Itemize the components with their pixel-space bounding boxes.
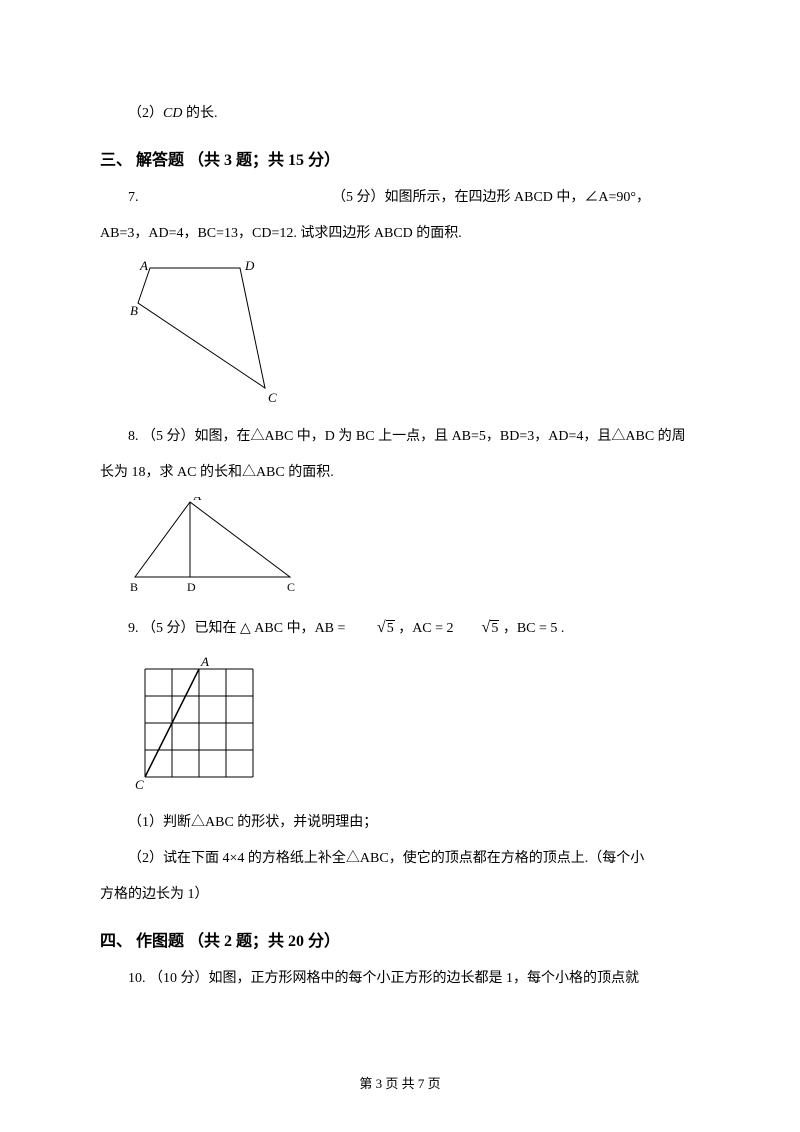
q10-points: （10 分） [149, 971, 209, 986]
q8-svg: A B D C [130, 497, 310, 597]
section-4-heading: 四、 作图题 （共 2 题；共 20 分） [100, 927, 700, 951]
q8-label-c: C [287, 580, 295, 594]
q8-line1: 8. （5 分）如图，在△ABC 中，D 为 BC 上一点，且 AB=5，BD=… [100, 423, 700, 451]
q8-figure: A B D C [130, 497, 700, 602]
q9-ab-label: AB = [315, 621, 349, 636]
svg-text:A: A [200, 654, 209, 669]
q8-label-a: A [193, 497, 202, 503]
q8-label-b: B [130, 580, 138, 594]
q8-text1: 如图，在△ABC 中，D 为 BC 上一点，且 AB=5，BD=3，AD=4，且… [195, 429, 686, 444]
q7-points: （5 分） [332, 190, 385, 205]
q9-number: 9. [128, 621, 142, 636]
q8-triangle [135, 502, 290, 577]
q9-part2-line1: （2）试在下面 4×4 的方格纸上补全△ABC，使它的顶点都在方格的顶点上.（每… [100, 845, 700, 873]
q7-svg: A D B C [130, 258, 290, 408]
q9-ac-sqrt: √5 [454, 612, 500, 644]
q9-mid: 中， [283, 621, 315, 636]
section-3-heading: 三、 解答题 （共 3 题；共 15 分） [100, 146, 700, 170]
q9-part2-mid: 的方格纸上补全△ABC，使它的顶点都在方格的顶点上.（每个小 [244, 851, 644, 866]
page-footer: 第 3 页 共 7 页 [0, 1073, 800, 1092]
q9-bc: BC = 5 [517, 621, 558, 636]
q9-part1: （1）判断△ABC 的形状，并说明理由； [100, 809, 700, 837]
q7-label-c: C [268, 390, 277, 405]
q8-number: 8. [128, 429, 142, 444]
svg-text:C: C [135, 777, 144, 792]
q9-part2-dim: 4×4 [223, 851, 245, 866]
q7-line1: 7. （5 分）如图所示，在四边形 ABCD 中，∠A=90°， [100, 184, 700, 212]
q9-points: （5 分） [142, 621, 195, 636]
q9-comma1: ， [395, 621, 413, 636]
q7-number: 7. [128, 190, 142, 205]
q9-ab-sqrt: √5 [349, 612, 395, 644]
q7-text1: 如图所示，在四边形 ABCD 中，∠A=90°， [385, 190, 651, 205]
footer-prefix: 第 [359, 1076, 375, 1091]
q7-polygon [138, 268, 265, 388]
q9-line1: 9. （5 分）已知在 △ ABC 中，AB = √5 ，AC = 2√5 ，B… [100, 612, 700, 644]
q9-triangle: △ ABC [240, 621, 283, 636]
q7-figure: A D B C [130, 258, 700, 413]
q6-part2-label: （2） [128, 106, 163, 121]
q9-part2-line2: 方格的边长为 1） [100, 881, 700, 909]
q9-ac-label: AC = [412, 621, 446, 636]
q7-line2: AB=3，AD=4，BC=13，CD=12. 试求四边形 ABCD 的面积. [100, 220, 700, 248]
q6-part2: （2）CD 的长. [100, 100, 700, 128]
q8-points: （5 分） [142, 429, 195, 444]
q10-text: 如图，正方形网格中的每个小正方形的边长都是 1，每个小格的顶点就 [209, 971, 640, 986]
q9-prefix: 已知在 [195, 621, 241, 636]
q7-label-a: A [139, 258, 148, 273]
q8-label-d: D [187, 580, 196, 594]
footer-suffix: 页 [424, 1076, 440, 1091]
q8-line2: 长为 18，求 AC 的长和△ABC 的面积. [100, 459, 700, 487]
q9-ac-coef: 2 [447, 621, 454, 636]
q9-part2-prefix: （2）试在下面 [128, 851, 223, 866]
q6-part2-var: CD [163, 106, 182, 121]
q9-figure: AC [130, 654, 700, 799]
q10-number: 10. [128, 971, 149, 986]
q9-svg: AC [130, 654, 270, 794]
q7-label-b: B [130, 303, 138, 318]
q6-part2-suffix: 的长. [182, 106, 217, 121]
q10-line1: 10. （10 分）如图，正方形网格中的每个小正方形的边长都是 1，每个小格的顶… [100, 965, 700, 993]
q9-comma2: ， [499, 621, 517, 636]
q7-label-d: D [244, 258, 255, 273]
footer-mid: 页 共 [382, 1076, 418, 1091]
q9-period: . [557, 621, 564, 636]
